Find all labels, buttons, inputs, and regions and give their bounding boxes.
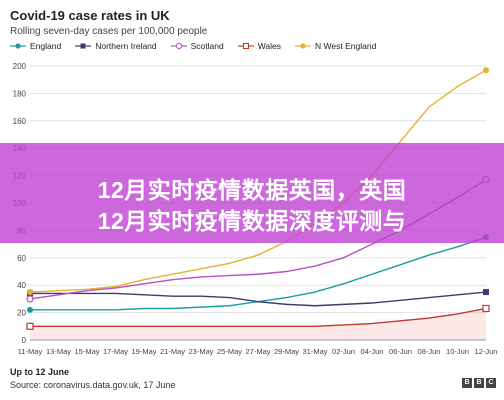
legend-swatch-icon [237,43,254,49]
x-tick-label: 10-Jun [446,347,469,356]
x-tick-label: 06-Jun [389,347,412,356]
series-point-n-west-england [483,67,489,74]
y-tick-label: 0 [22,336,27,345]
y-tick-label: 200 [13,62,27,71]
series-line-n-west-england [29,69,487,293]
x-tick-label: 31-May [302,347,327,356]
y-tick-label: 40 [17,281,26,290]
legend-item-england: England [10,41,61,51]
series-point-scotland [26,295,34,303]
bbc-logo-block-3: C [486,378,496,388]
legend-item-n-west-england: N West England [295,41,376,51]
x-tick-label: 13-May [46,347,71,356]
legend-item-wales: Wales [237,41,282,51]
footer-date-range: Up to 12 June [10,367,70,377]
x-tick-label: 25-May [217,347,242,356]
legend-label: England [30,41,62,51]
footer-source: Source: coronavirus.data.gov.uk, 17 June [10,380,176,390]
x-tick-label: 29-May [274,347,299,356]
series-point-wales [482,304,490,313]
y-tick-label: 160 [13,117,27,126]
bbc-logo: B B C [462,378,496,388]
x-tick-label: 11-May [18,347,43,356]
chart-title: Covid-19 case rates in UK [10,8,170,23]
x-tick-label: 23-May [188,347,213,356]
x-tick-label: 02-Jun [332,347,355,356]
series-point-n-west-england [27,289,33,296]
legend-label: Northern Ireland [95,41,157,51]
legend-swatch-icon [295,43,312,49]
x-tick-label: 17-May [103,347,128,356]
x-tick-label: 08-Jun [418,347,441,356]
wales-area [30,308,486,340]
x-tick-label: 19-May [131,347,156,356]
legend-label: Wales [257,41,282,51]
banner-line-2: 12月实时疫情数据深度评测与 [97,208,407,234]
x-tick-label: 15-May [74,347,99,356]
x-tick-label: 27-May [245,347,270,356]
y-tick-label: 60 [17,254,26,263]
series-line-northern-ireland [30,291,487,307]
legend-swatch-icon [10,43,26,49]
y-tick-label: 20 [17,309,26,318]
bbc-logo-block-2: B [474,378,484,388]
legend-swatch-icon [75,43,92,49]
bbc-logo-block-1: B [462,378,472,388]
chart-legend: England Northern Ireland Scotland Wales N We… [10,41,376,51]
series-point-wales [26,322,34,330]
x-tick-label: 04-Jun [361,347,384,356]
banner-line-1: 12月实时疫情数据英国，英国 [97,177,407,203]
legend-label: Scotland [190,41,224,51]
series-line-wales [30,307,487,327]
legend-item-northern-ireland: Northern Ireland [75,41,157,51]
x-tick-label: 21-May [160,347,185,356]
legend-swatch-icon [170,42,187,50]
chart-subtitle: Rolling seven-day cases per 100,000 peop… [10,26,208,37]
x-tick-label: 12-Jun [475,347,498,356]
series-point-england [27,306,33,313]
y-tick-label: 180 [13,89,27,98]
overlay-banner [0,143,504,243]
series-point-northern-ireland [483,289,489,296]
legend-item-scotland: Scotland [170,41,224,51]
legend-label: N West England [315,41,377,51]
